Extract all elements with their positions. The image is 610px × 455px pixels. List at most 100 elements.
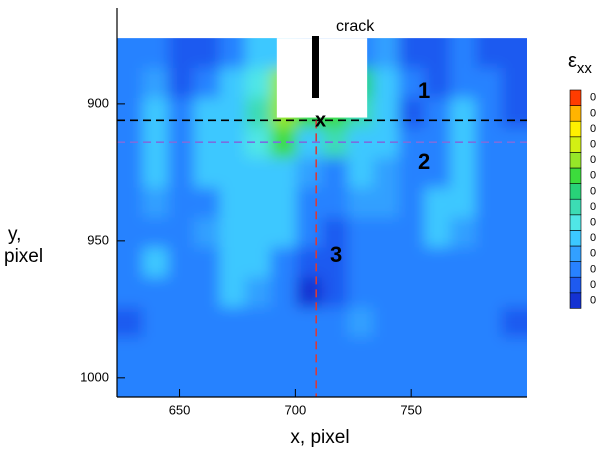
- field-cell: [450, 157, 477, 189]
- field-cell: [193, 68, 220, 99]
- field-cell: [373, 307, 400, 338]
- overlay: 900 950 1000 650 700 750 crack 1 2 3 x εxx 0 0 0 0 0 0 0 0 0…: [80, 8, 596, 417]
- field-cell: [501, 247, 527, 278]
- field-cell: [296, 127, 323, 159]
- field-cell: [219, 367, 246, 398]
- field-cell: [193, 307, 220, 338]
- field-cell: [219, 277, 246, 308]
- colorbar-swatch: [569, 276, 582, 294]
- field-cell: [475, 68, 502, 99]
- field-cell: [270, 187, 297, 219]
- field-cell: [270, 277, 297, 308]
- field-cell: [424, 217, 451, 248]
- field-cell: [398, 127, 425, 159]
- field-cell: [270, 247, 297, 278]
- field-cell: [501, 68, 527, 99]
- field-cell: [245, 157, 272, 189]
- colorbar-label: 0: [590, 92, 596, 104]
- field-cell: [270, 307, 297, 338]
- field-cell: [117, 277, 144, 308]
- field-cell: [245, 127, 272, 159]
- colorbar-swatch: [569, 292, 582, 309]
- field-cell: [501, 187, 527, 219]
- field-cell: [398, 157, 425, 189]
- field-cell: [142, 187, 169, 219]
- field-cell: [168, 217, 195, 248]
- field-cell: [322, 157, 349, 189]
- y-tick-label: 950: [87, 232, 109, 247]
- field-cell: [117, 68, 144, 99]
- y-axis-label: y,: [8, 224, 21, 245]
- field-cell: [450, 127, 477, 159]
- field-cell: [117, 127, 144, 159]
- field-cell: [245, 367, 272, 398]
- field-cell: [168, 127, 195, 159]
- colorbar-swatch: [569, 105, 582, 122]
- field-cell: [347, 127, 374, 159]
- field-cell: [117, 217, 144, 248]
- annotation: 3: [330, 242, 342, 267]
- field-cell: [322, 187, 349, 219]
- field-cell: [347, 187, 374, 219]
- field-cell: [245, 307, 272, 338]
- field-cell: [475, 217, 502, 248]
- field-cell: [475, 38, 502, 69]
- field-cell: [501, 97, 527, 129]
- field-cell: [193, 157, 220, 189]
- field-cell: [501, 127, 527, 159]
- field-cell: [142, 367, 169, 398]
- field-cell: [168, 38, 195, 69]
- field-cell: [501, 157, 527, 189]
- field-cell: [347, 307, 374, 338]
- field-cell: [245, 97, 272, 129]
- field-cell: [475, 277, 502, 308]
- colorbar-swatch: [569, 152, 582, 169]
- field-cell: [501, 217, 527, 248]
- x-tick-label: 750: [400, 402, 422, 417]
- colorbar-title: εxx: [568, 50, 592, 77]
- field-cell: [450, 97, 477, 129]
- field-cell: [373, 127, 400, 159]
- field-cell: [117, 307, 144, 338]
- field-cell: [142, 337, 169, 368]
- field-cell: [168, 277, 195, 308]
- field-cell: [398, 367, 425, 398]
- field-cell: [219, 127, 246, 159]
- field-cell: [347, 337, 374, 368]
- crack-bar: [312, 36, 319, 98]
- field-cell: [219, 38, 246, 69]
- field-cell: [424, 157, 451, 189]
- annotation: crack: [336, 18, 375, 35]
- field-cell: [219, 187, 246, 219]
- field-cell: [117, 38, 144, 69]
- field-cell: [168, 68, 195, 99]
- annotation: 2: [418, 149, 430, 174]
- field-cell: [347, 157, 374, 189]
- field-cell: [193, 187, 220, 219]
- field-cell: [245, 337, 272, 368]
- colorbar-label: 0: [590, 170, 596, 182]
- field-cell: [475, 97, 502, 129]
- field-cell: [398, 277, 425, 308]
- field-cell: [117, 187, 144, 219]
- field-cell: [373, 97, 400, 129]
- field-cell: [219, 247, 246, 278]
- field-cell: [142, 38, 169, 69]
- field-cell: [142, 307, 169, 338]
- field-cell: [347, 247, 374, 278]
- field-cell: [322, 337, 349, 368]
- field-cell: [424, 367, 451, 398]
- field-cell: [168, 157, 195, 189]
- field-cell: [475, 247, 502, 278]
- field-cell: [117, 247, 144, 278]
- colorbar-swatch: [569, 245, 582, 262]
- colorbar-label: 0: [590, 295, 596, 307]
- field-cell: [475, 307, 502, 338]
- field-cell: [398, 38, 425, 69]
- field-cell: [398, 97, 425, 129]
- field-cell: [450, 217, 477, 248]
- field-cell: [373, 247, 400, 278]
- field-cell: [322, 127, 349, 159]
- field-cell: [296, 187, 323, 219]
- colorbar-swatch: [569, 183, 582, 200]
